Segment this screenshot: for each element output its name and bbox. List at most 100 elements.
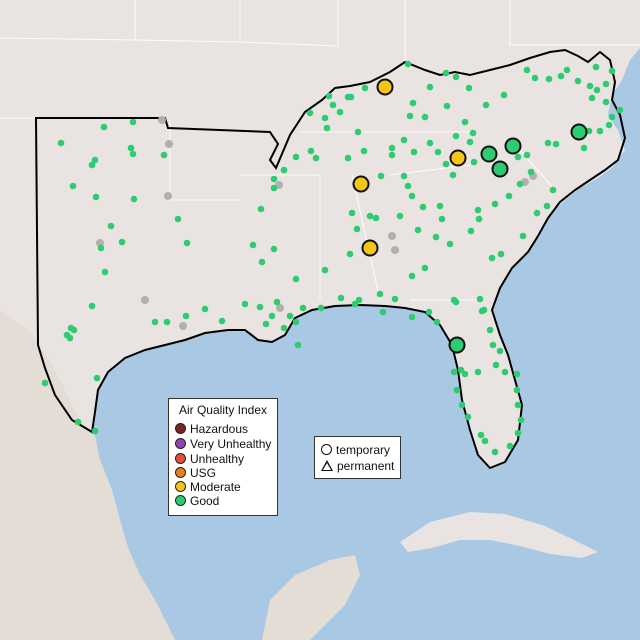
good-site [513,370,521,378]
no-data-site [276,304,284,312]
good-site [129,150,137,158]
good-site-marker [570,123,588,141]
good-site [91,156,99,164]
good-site [74,418,82,426]
good-site [388,151,396,159]
good-site [183,239,191,247]
good-site [257,205,265,213]
good-site [241,300,249,308]
good-site [516,180,524,188]
legend-title: Air Quality Index [178,403,268,417]
usg-swatch [175,467,186,478]
moderate-site-marker [352,175,370,193]
good-site [434,148,442,156]
good-site [519,232,527,240]
good-site [467,227,475,235]
highlighted-sites [352,78,588,354]
good-site [344,154,352,162]
good-site [307,147,315,155]
good-site [351,300,359,308]
good-site [354,128,362,136]
good-site [391,295,399,303]
good-site [452,298,460,306]
legend-item-very-unhealthy: Very Unhealthy [175,436,271,451]
good-site [306,109,314,117]
good-site [66,334,74,342]
no-data-site [179,322,187,330]
good-site [262,320,270,328]
no-data-site [158,116,166,124]
good-site [404,182,412,190]
good-site [602,80,610,88]
good-site [312,154,320,162]
good-site [97,244,105,252]
good-site [258,258,266,266]
good-site [596,127,604,135]
legend-item-unhealthy: Unhealthy [175,451,244,466]
legend-item-temporary: temporary [321,442,390,457]
good-site [481,437,489,445]
good-site [408,272,416,280]
good-site [574,77,582,85]
good-site [544,139,552,147]
good-site [449,171,457,179]
good-site [523,66,531,74]
region-border [34,48,627,470]
good-site [500,91,508,99]
good-site [489,341,497,349]
good-site [588,94,596,102]
good-site [545,75,553,83]
good-site [129,118,137,126]
good-site [256,303,264,311]
good-site [280,166,288,174]
good-site [421,113,429,121]
good-site [201,305,209,313]
good-site [182,312,190,320]
good-site [474,206,482,214]
good-site [432,233,440,241]
good-site [475,215,483,223]
no-data-site [164,192,172,200]
good-site [329,101,337,109]
good-site [337,294,345,302]
circle-outline-icon [321,444,332,455]
good-site [586,82,594,90]
good-site [436,202,444,210]
legend-item-good: Good [175,493,219,508]
good-site [88,302,96,310]
good-site [470,158,478,166]
yucatan-land [262,555,360,640]
good-site [410,148,418,156]
good-site [474,368,482,376]
good-site [482,101,490,109]
good-site [452,73,460,81]
good-site [70,326,78,334]
good-site [425,308,433,316]
legend-item-moderate: Moderate [175,479,241,494]
good-site [270,184,278,192]
good-site [41,379,49,387]
good-site [93,374,101,382]
good-site [480,306,488,314]
good-site [355,296,363,304]
good-site [497,250,505,258]
good-site [438,215,446,223]
unhealthy-swatch [175,453,186,464]
good-site [446,240,454,248]
legend-item-permanent: permanent [321,458,394,473]
good-site [107,222,115,230]
good-site [458,401,466,409]
good-site [88,161,96,169]
good-site [514,153,522,161]
triangle-outline-icon [321,460,333,471]
good-site-marker [448,336,466,354]
good-site [408,192,416,200]
good-site [91,427,99,435]
good-site [280,324,288,332]
good-site [299,304,307,312]
good-site [505,192,513,200]
good-site [450,368,458,376]
good-site [360,147,368,155]
good-site [491,200,499,208]
good-site-marker [504,137,522,155]
